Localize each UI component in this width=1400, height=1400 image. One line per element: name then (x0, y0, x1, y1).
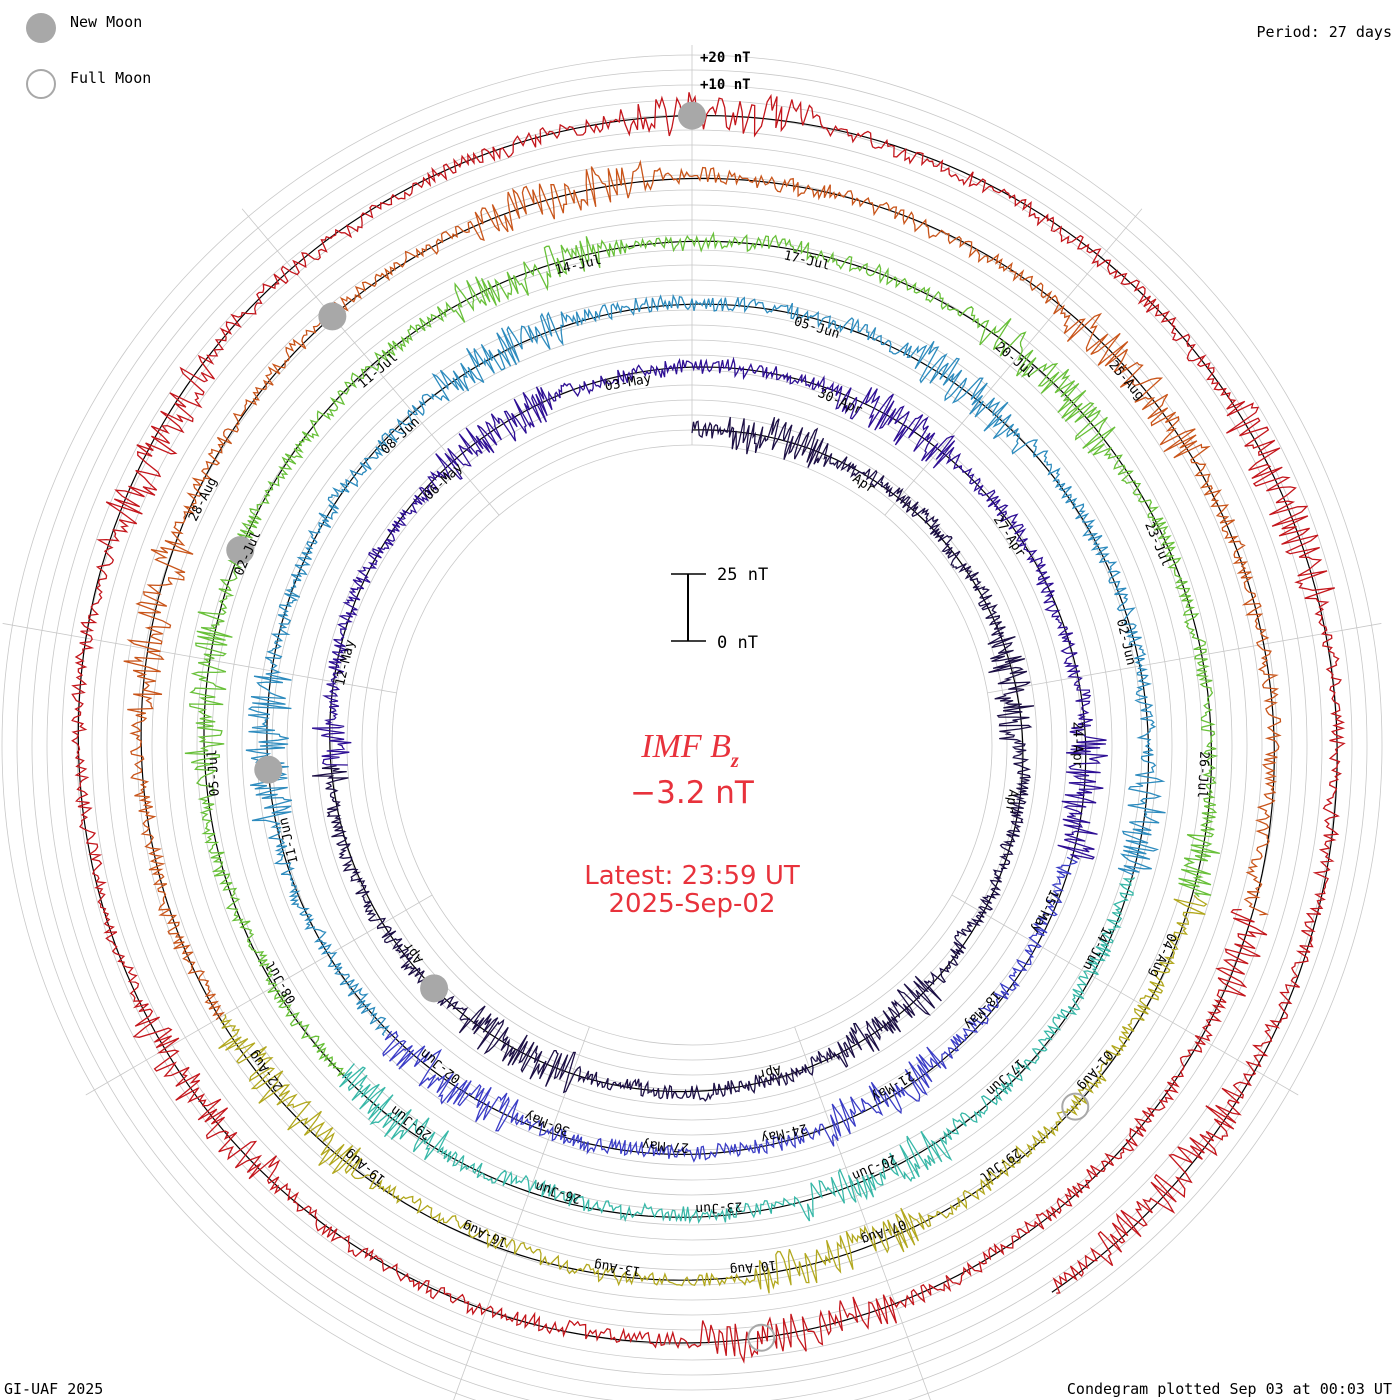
date-label: 16-Aug (461, 1217, 510, 1249)
period-label: Period: 27 days (1256, 23, 1392, 41)
legend-full-moon-label: Full Moon (70, 69, 152, 87)
date-label: 30-May (523, 1107, 572, 1138)
imf-bz-title-subscript: z (730, 750, 739, 772)
bz-series-line (382, 856, 1079, 1163)
new-moon-marker (678, 101, 706, 130)
date-label: Apr (1002, 788, 1021, 814)
bz-series-line (312, 416, 1035, 1102)
scale-bar-top-label: 25 nT (717, 565, 768, 585)
footer-credit: GI-UAF 2025 (4, 1380, 104, 1398)
grid-spoke (987, 623, 1382, 694)
scale-bar-bottom-label: 0 nT (717, 633, 758, 653)
grid-spoke (884, 208, 1143, 516)
date-label: 26-Jul (1194, 751, 1212, 799)
footer-plotted: Condegram plotted Sep 03 at 00:03 UT (1066, 1380, 1392, 1398)
full-moon-marker (747, 1323, 776, 1352)
new-moon-marker (420, 974, 449, 1003)
latest-date: 2025-Sep-02 (608, 889, 775, 919)
bz-series-line (184, 231, 1220, 1077)
date-label: 23-Jul (1141, 520, 1173, 569)
date-label: 15-May (1028, 887, 1062, 936)
new-moon-marker (226, 536, 255, 565)
date-label: 18-May (960, 987, 1003, 1032)
bz-series-line (338, 877, 1136, 1225)
moon-markers (226, 101, 1090, 1352)
date-label: 27-May (641, 1137, 689, 1155)
bz-series-line (71, 92, 1346, 1364)
imf-bz-title: IMF Bz (640, 728, 739, 772)
date-label: 05-Jul (205, 749, 223, 797)
date-label: 22-Aug (246, 1047, 286, 1093)
date-label: 27-Apr (990, 513, 1028, 561)
new-moon-marker (318, 302, 347, 331)
date-label: 21-May (868, 1067, 916, 1104)
grid-spoke (794, 1026, 931, 1400)
bz-series-traces (71, 92, 1346, 1364)
full-moon-marker (1061, 1092, 1090, 1121)
date-label: 13-Aug (593, 1257, 642, 1278)
bz-series-line (218, 894, 1208, 1294)
latest-time: Latest: 23:59 UT (584, 861, 800, 891)
date-label: Apr (400, 938, 426, 966)
bz-series-line (312, 356, 1108, 860)
bz-series-line (123, 159, 1282, 1021)
scale-label-10nt: +10 nT (700, 77, 751, 93)
date-label: 19-Aug (342, 1146, 388, 1187)
legend-new-moon-label: New Moon (70, 13, 143, 31)
full-moon-legend-icon (26, 69, 56, 99)
date-label: 26-Jun (534, 1178, 583, 1206)
grid-spoke (2, 623, 397, 694)
new-moon-legend-icon (26, 13, 56, 43)
grid-spoke (85, 894, 433, 1096)
grid-spoke (951, 894, 1299, 1096)
date-label: 30-Apr (815, 386, 864, 418)
date-label: 29-Jul (977, 1144, 1024, 1184)
scale-label-20nt: +20 nT (700, 50, 751, 66)
grid-spoke (453, 1026, 590, 1400)
date-label: 23-Jun (695, 1198, 743, 1216)
date-label: 06-May (421, 460, 466, 503)
date-label: 14-Jun (1079, 924, 1114, 973)
date-label: 28-Aug (186, 475, 221, 524)
date-label: 10-Aug (729, 1257, 777, 1277)
date-label: Apr (756, 1062, 782, 1082)
date-label: 20-Jul (992, 340, 1038, 382)
date-label: 24-Apr (1070, 722, 1085, 769)
current-bz-value: −3.2 nT (630, 775, 755, 811)
new-moon-marker (254, 755, 283, 784)
scale-bar (671, 573, 706, 642)
